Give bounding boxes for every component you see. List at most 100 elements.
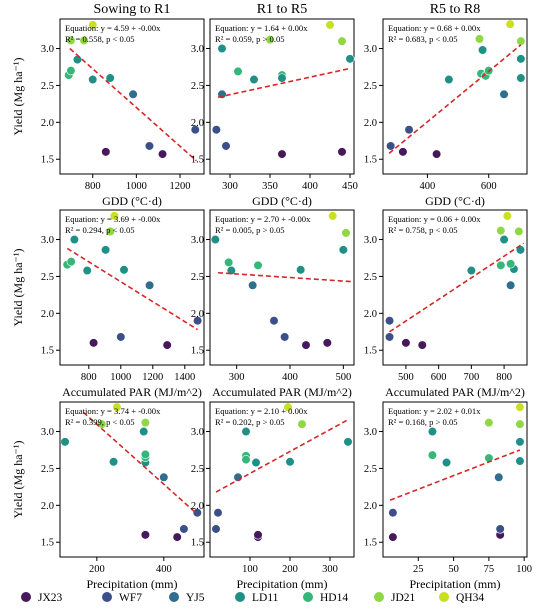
x-tick-label: 800 [85,181,101,192]
data-point [221,141,231,151]
data-point [466,265,476,276]
y-tick-label: 2.0 [191,501,204,512]
data-point [384,316,395,326]
y-tick-label: 2.5 [41,272,54,283]
y-tick-label: 3.0 [41,235,54,246]
data-point [516,73,526,83]
data-point [343,437,353,447]
data-point [515,437,525,447]
stats-label: R² = 0.683, p < 0.05 [388,34,458,44]
y-tick-label: 1.5 [191,155,204,166]
x-tick-label: 400 [302,181,318,192]
data-point [506,259,516,269]
x-tick-label: 500 [398,372,414,383]
stats-label: R² = 0.399, p < 0.05 [65,417,135,427]
data-point [88,20,98,30]
legend-label: JX23 [38,592,63,604]
panel-2: R5 to R8 400 600 1.5 2.0 2.5 3.0 GDD (°C·d) Equa… [364,2,528,208]
data-point [72,54,83,65]
data-point [417,340,427,350]
data-point [345,54,355,64]
data-point [269,316,279,326]
legend-label: JD21 [391,592,416,604]
equation-label: Equation: y = 2.10 + 0.00x [215,406,308,416]
plot-frame [382,209,528,366]
x-tick-label: 1000 [126,181,147,192]
y-axis-label: Yield (Mg ha⁻¹) [11,249,25,327]
data-point [162,340,172,350]
panel-4: 300 400 500 1.5 2.0 2.5 3.0 Accumulated PAR (MJ… [191,209,355,399]
equation-label: Equation: y = 2.70 + -0.00x [215,214,311,224]
data-point [112,402,122,412]
regression-line [215,419,349,493]
x-axis-label: GDD (°C·d) [102,194,162,208]
legend-item-hd14: HD14 [303,592,348,604]
data-point [502,211,512,221]
data-point [157,149,168,159]
y-axis-label: Yield (Mg ha⁻¹) [11,58,25,136]
data-point [398,147,408,157]
x-tick-label: 600 [481,181,497,192]
data-point [496,260,506,270]
data-point [401,338,411,348]
data-point [66,66,76,76]
data-point [192,508,202,518]
data-point [441,457,452,468]
legend-marker [303,592,313,602]
y-tick-label: 1.5 [364,155,377,166]
x-tick-label: 400 [420,181,436,192]
data-point [432,149,442,159]
regression-line [388,44,522,154]
panel-title: R1 to R5 [257,2,308,17]
y-tick-label: 3.0 [191,235,204,246]
data-point [249,74,259,85]
y-tick-label: 2.5 [41,464,54,475]
data-point [384,332,395,342]
plot-frame [59,401,205,558]
legend-item-qh34: QH34 [439,592,484,604]
data-point [427,450,438,460]
data-point [179,524,189,534]
plot-frame [209,209,355,366]
data-point [139,426,149,437]
legend-label: HD14 [320,592,348,604]
data-point [484,418,494,428]
legend-item-ld11: LD11 [235,592,279,604]
y-tick-label: 1.5 [41,346,54,357]
x-tick-label: 50 [448,564,459,575]
y-tick-label: 3.0 [364,44,377,55]
plot-frame [59,18,205,175]
data-point [495,524,505,534]
y-tick-label: 1.5 [364,538,377,549]
y-tick-label: 2.5 [41,81,54,92]
legend-marker [374,592,384,602]
legend-label: QH34 [456,592,484,604]
x-tick-label: 1000 [110,372,131,383]
x-tick-label: 100 [516,564,532,575]
y-tick-label: 2.5 [364,272,377,283]
data-point [505,19,515,29]
y-tick-label: 3.0 [364,235,377,246]
legend-marker [169,592,179,602]
stats-label: R² = 0.294, p < 0.05 [65,225,135,235]
y-tick-label: 2.0 [364,118,377,129]
data-point [338,245,348,255]
data-point [226,265,236,276]
data-point [217,43,227,54]
data-point [210,234,220,245]
data-point [444,74,454,85]
data-point [337,147,347,157]
panel-title: R5 to R8 [430,2,481,17]
data-point [251,457,261,468]
panel-3: 800 1000 1200 1400 1.5 2.0 2.5 3.0 Accumulated P… [11,209,205,399]
data-point [404,125,414,135]
legend-item-yj5: YJ5 [169,592,205,604]
equation-label: Equation: y = 0.06 + 0.00x [388,214,481,224]
x-axis-label: Precipitation (mm) [87,577,178,591]
y-tick-label: 2.5 [364,464,377,475]
data-point [514,226,524,237]
data-point [328,211,338,221]
data-point [337,36,347,46]
regression-line [217,271,352,283]
